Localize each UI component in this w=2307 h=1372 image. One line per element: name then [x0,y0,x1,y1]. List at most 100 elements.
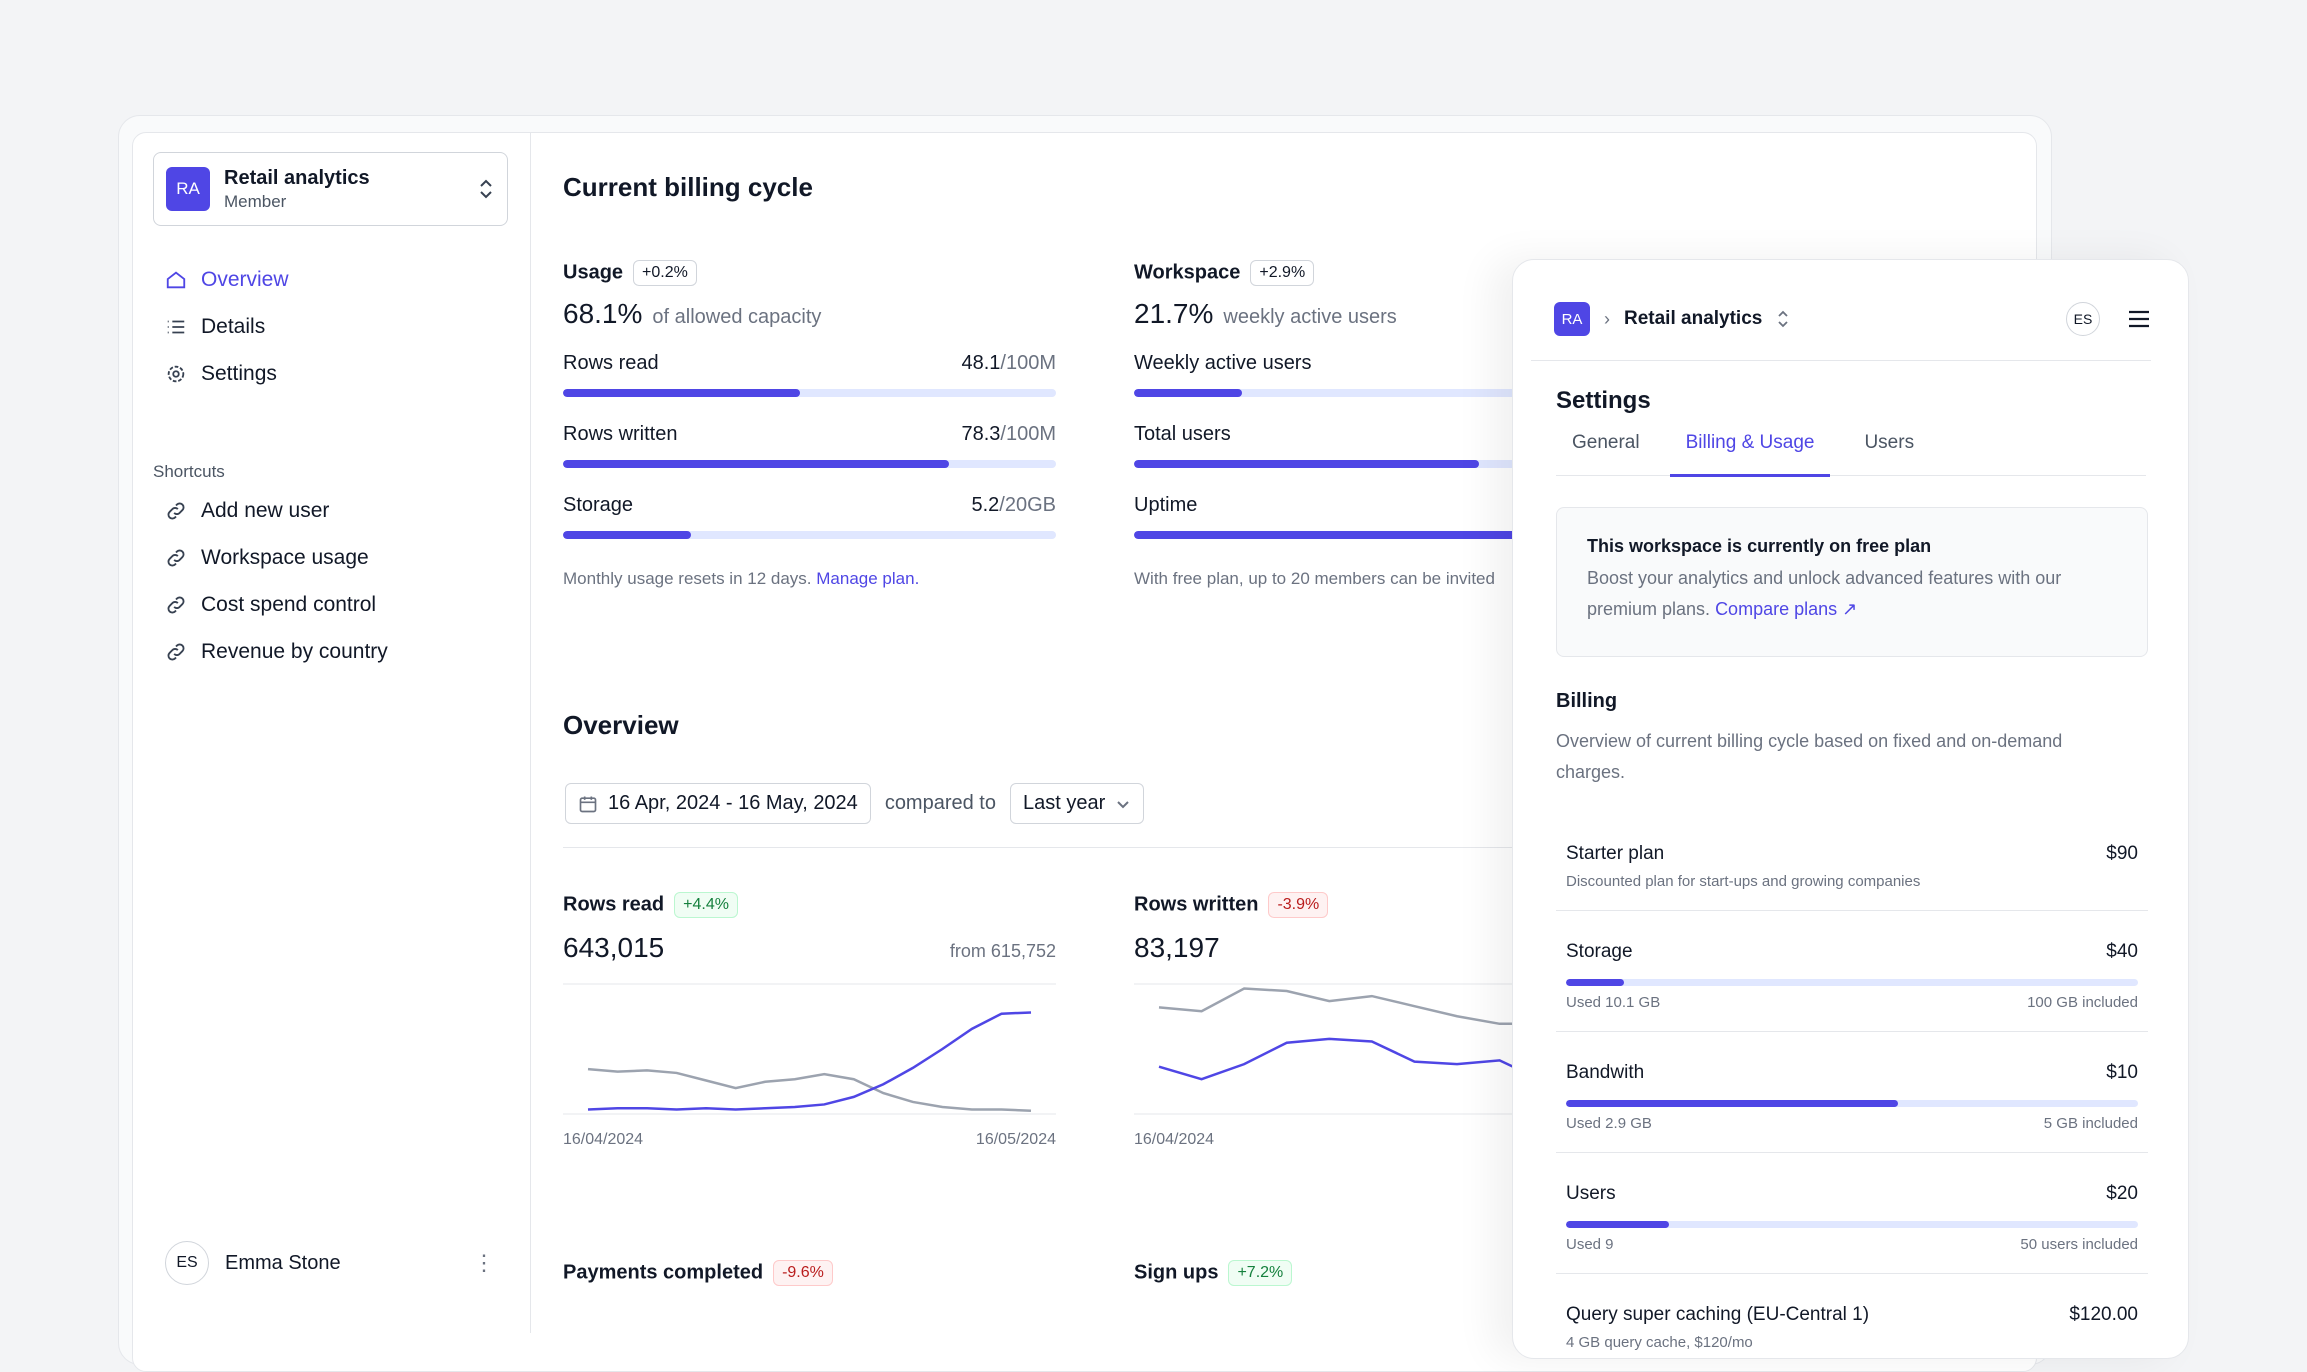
manage-plan-link[interactable]: Manage plan. [816,569,920,588]
progress-fill [1566,1100,1898,1107]
billing-item-progress [1566,979,2138,986]
previous-period-line [587,1067,1032,1112]
usage-desc: of allowed capacity [652,306,822,328]
billing-item-price: $120.00 [2069,1304,2138,1325]
billing-item-name: Query super caching (EU-Central 1) [1566,1304,1870,1325]
billing-item-price: $10 [2106,1062,2138,1083]
comparison-select[interactable]: Last year [1009,783,1145,824]
metric-card-rows-read: Rows read +4.4% 643,015 from 615,752 16/04… [563,892,1056,1149]
billing-item: Bandwith $10 Used 2.9 GB 5 GB included [1556,1032,2148,1153]
billing-item-desc: Discounted plan for start-ups and growin… [1566,873,1921,890]
workspace-row-label: Uptime [1134,494,1198,516]
tab-users[interactable]: Users [1864,432,1915,453]
billing-heading: Billing [1556,690,1618,712]
billing-item-name: Storage [1566,941,1633,962]
chevron-down-icon [1117,800,1129,808]
billing-items: Starter plan $90 Discounted plan for start… [1556,843,2148,1351]
metric-card-sign-ups: Sign ups +7.2% [1134,1260,1293,1286]
sidebar-item-overview[interactable]: Overview [165,268,289,292]
overview-title: Overview [563,710,679,740]
billing-item-name: Bandwith [1566,1062,1645,1083]
shortcut-add-new-user[interactable]: Add new user [165,499,329,523]
link-icon [167,502,185,520]
usage-note: Monthly usage resets in 12 days. [563,569,812,588]
billing-item: Starter plan $90 Discounted plan for start… [1556,843,2148,911]
home-icon [166,271,186,289]
user-menu[interactable]: ES Emma Stone ⋮ [165,1241,495,1285]
usage-row-label: Rows read [563,352,659,374]
progress-fill [563,531,692,539]
billing-item-progress [1566,1100,2138,1107]
sidebar-item-label: Details [201,315,266,338]
sidebar-item-settings[interactable]: Settings [165,362,277,386]
billing-item: Storage $40 Used 10.1 GB 100 GB included [1556,911,2148,1032]
settings-tabs: General Billing & Usage Users [1556,432,2146,477]
tab-billing-usage[interactable]: Billing & Usage [1669,432,1831,477]
metric-value: 643,015 [563,932,665,963]
metric-badge: +7.2% [1228,1260,1293,1286]
billing-item-included: 100 GB included [2027,994,2138,1011]
usage-row: Storage 5.2/20GB [563,494,1056,539]
chevron-up-down-icon[interactable] [1776,309,1790,329]
billing-item: Query super caching (EU-Central 1) $120.0… [1556,1274,2148,1351]
billing-item-used: Used 10.1 GB [1566,994,1661,1011]
usage-row-value: 48.1 [961,352,1001,374]
sidebar-item-label: Overview [201,268,289,291]
progress-fill [563,460,950,468]
callout-text: Boost your analytics and unlock advanced… [1587,568,2062,619]
breadcrumb-chevron-icon: › [1604,308,1610,329]
workspace-badge: +2.9% [1250,260,1315,286]
shortcut-cost-spend-control[interactable]: Cost spend control [165,593,376,617]
billing-description: Overview of current billing cycle based … [1556,731,2063,782]
compare-plans-link[interactable]: Compare plans ↗ [1715,599,1858,619]
shortcut-revenue-by-country[interactable]: Revenue by country [165,640,388,664]
workspace-row: Total users [1134,423,1627,468]
shortcut-label: Cost spend control [201,593,377,616]
panel-header: RA › Retail analytics ES [1554,302,2150,336]
sidebar-divider [530,133,531,1333]
metric-badge: -3.9% [1268,892,1329,918]
sidebar-item-details[interactable]: Details [165,315,265,339]
usage-row-value: 78.3 [961,423,1001,445]
settings-panel: RA › Retail analytics ES Settings Genera… [1512,259,2189,1359]
usage-row-label: Storage [563,494,634,516]
link-icon [167,596,185,614]
shortcut-label: Revenue by country [201,640,388,663]
gear-icon [167,365,185,383]
date-range-picker[interactable]: 16 Apr, 2024 - 16 May, 2024 [565,783,871,824]
usage-progress-bar [563,389,1056,397]
usage-row: Rows written 78.3/100M [563,423,1056,468]
chevron-up-down-icon [480,179,492,199]
calendar-icon [579,796,597,812]
progress-fill [1134,389,1243,397]
workspace-note: With free plan, up to 20 members can be … [1134,569,1495,588]
workspace-selector[interactable]: RA Retail analytics Member [153,152,508,226]
workspace-progress-bar [1134,460,1627,468]
billing-item-included: 50 users included [2020,1236,2138,1253]
user-avatar[interactable]: ES [2066,302,2100,336]
menu-icon[interactable] [2128,309,2150,329]
metric-label: Rows read [563,893,665,916]
usage-progress-bar [563,460,1056,468]
workspace-desc: weekly active users [1223,306,1397,328]
metric-label: Payments completed [563,1261,764,1284]
workspace-label: Workspace [1134,261,1241,284]
breadcrumb-workspace[interactable]: Retail analytics [1624,308,1763,329]
arrow-up-right-icon: ↗ [1842,599,1858,619]
workspace-role: Member [224,191,287,211]
billing-item-price: $90 [2106,843,2138,864]
user-name: Emma Stone [225,1251,341,1274]
more-vertical-icon[interactable]: ⋮ [473,1250,495,1275]
free-plan-callout: This workspace is currently on free plan… [1556,507,2148,657]
shortcut-workspace-usage[interactable]: Workspace usage [165,546,369,570]
workspace-row-label: Total users [1134,423,1231,445]
billing-item-price: $20 [2106,1183,2138,1204]
usage-row: Rows read 48.1/100M [563,352,1056,397]
current-period-line [587,1011,1032,1111]
progress-fill [1566,1221,1669,1228]
usage-progress-bar [563,531,1056,539]
workspace-row: Uptime [1134,494,1627,539]
tab-general[interactable]: General [1572,432,1640,453]
divider [563,847,1563,848]
workspace-avatar: RA [1554,302,1590,336]
